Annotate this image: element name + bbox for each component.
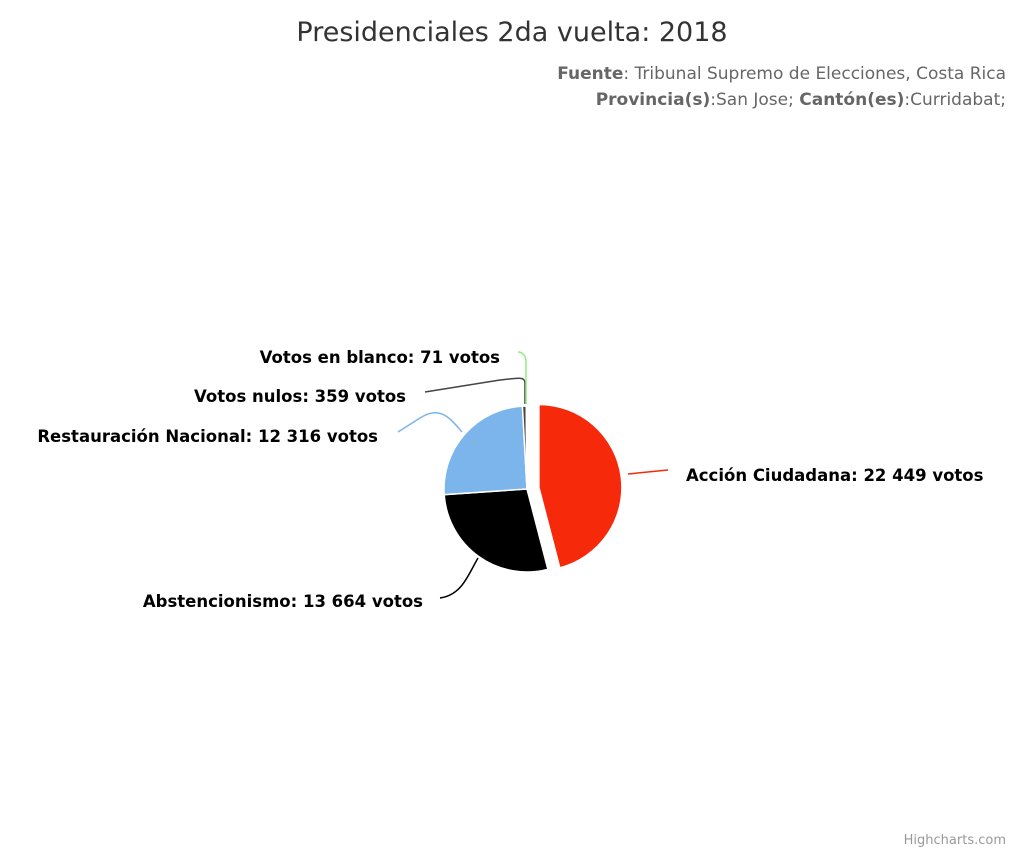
data-label-restauracion-nacional: Restauración Nacional: 12 316 votos bbox=[37, 427, 378, 446]
pie-labels: Acción Ciudadana: 22 449 votos Abstencio… bbox=[37, 348, 983, 611]
connector-line bbox=[627, 469, 669, 475]
data-label-votos-en-blanco: Votos en blanco: 71 votos bbox=[260, 348, 501, 367]
source-value: : Tribunal Supremo de Elecciones, Costa … bbox=[623, 64, 1006, 84]
province-label: Provincia(s) bbox=[596, 90, 711, 110]
chart-title: Presidenciales 2da vuelta: 2018 bbox=[296, 17, 727, 48]
data-label-accion-ciudadana: Acción Ciudadana: 22 449 votos bbox=[686, 466, 984, 485]
pie-slice-restauracion-nacional[interactable] bbox=[443, 405, 528, 496]
highcharts-credit[interactable]: Highcharts.com bbox=[904, 833, 1006, 848]
connector-line bbox=[439, 557, 479, 599]
chart-subtitle-location: Provincia(s):San Jose; Cantón(es):Currid… bbox=[596, 90, 1006, 110]
connector-line bbox=[517, 351, 527, 404]
pie-slice-abstencionismo[interactable] bbox=[443, 488, 549, 573]
source-label: Fuente bbox=[557, 64, 623, 84]
chart-subtitle-source: Fuente: Tribunal Supremo de Elecciones, … bbox=[557, 64, 1006, 84]
pie-connectors bbox=[397, 351, 669, 599]
pie-slice-accion-ciudadana[interactable] bbox=[538, 403, 623, 569]
province-value: :San Jose; bbox=[710, 90, 799, 110]
canton-label: Cantón(es) bbox=[799, 90, 904, 110]
data-label-abstencionismo: Abstencionismo: 13 664 votos bbox=[143, 592, 423, 611]
pie-slice-votos-en-blanco[interactable] bbox=[525, 405, 528, 490]
data-label-votos-nulos: Votos nulos: 359 votos bbox=[194, 387, 406, 406]
connector-line bbox=[424, 377, 526, 404]
pie-slices bbox=[443, 403, 623, 573]
canton-value: :Curridabat; bbox=[904, 90, 1006, 110]
connector-line bbox=[397, 411, 463, 433]
